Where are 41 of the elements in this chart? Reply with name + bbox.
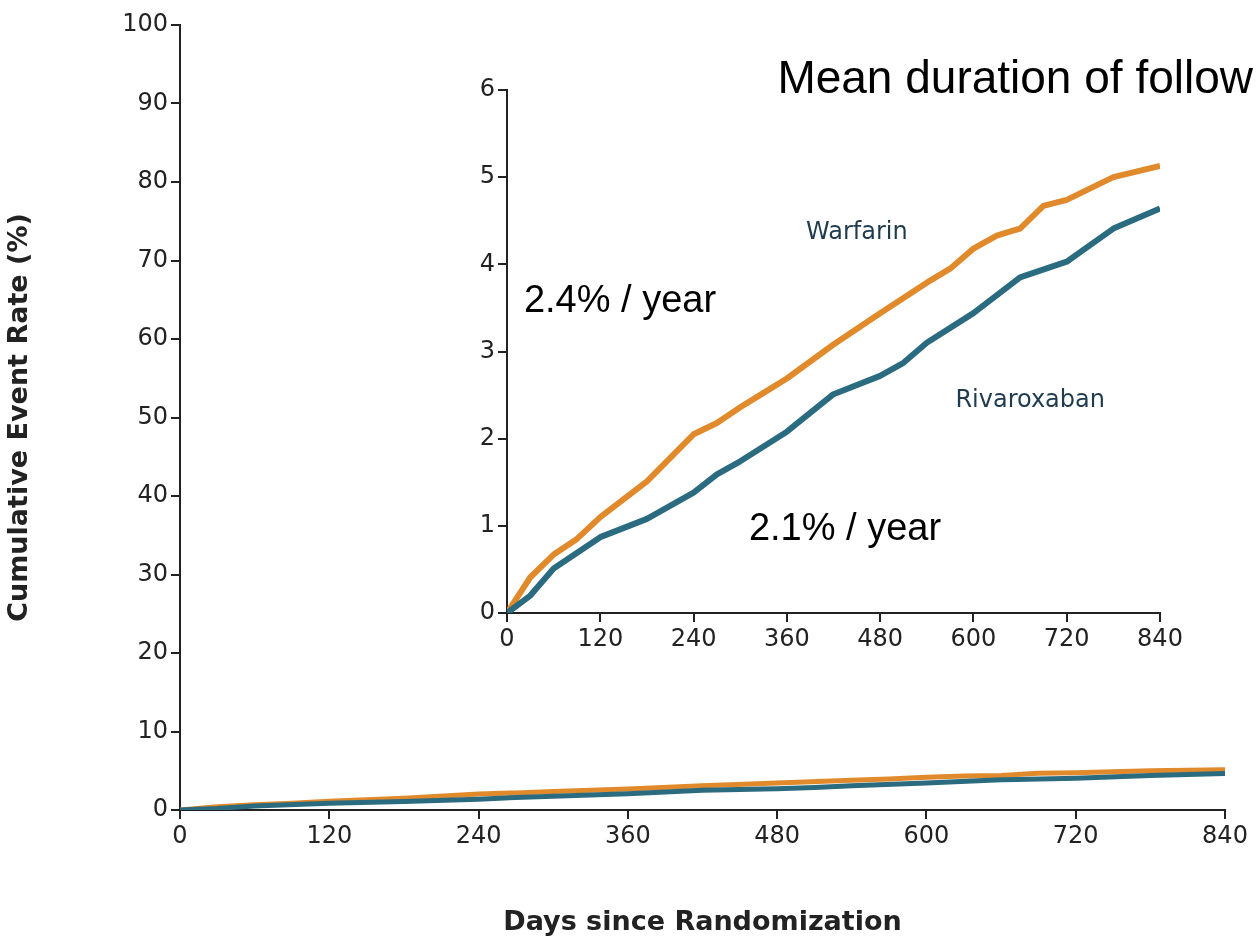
y-tick-label: 3: [479, 335, 495, 364]
x-tick-label: 240: [455, 820, 502, 849]
annotation: 2.4% / year: [523, 278, 717, 321]
x-tick-label: 0: [172, 820, 188, 849]
x-tick-label: 360: [604, 820, 651, 849]
y-tick-label: 60: [137, 323, 168, 352]
y-tick-label: 0: [479, 597, 495, 626]
x-tick-label: 480: [754, 820, 801, 849]
y-tick-label: 6: [479, 74, 495, 103]
x-axis-title: Days since Randomization: [503, 904, 902, 936]
annotation: 2.1% / year: [748, 506, 942, 549]
y-tick-label: 10: [137, 715, 168, 744]
y-tick-label: 2: [479, 422, 495, 451]
y-tick-label: 4: [479, 248, 495, 277]
y-tick-label: 80: [137, 166, 168, 195]
x-tick-label: 720: [1052, 820, 1099, 849]
y-tick-label: 90: [137, 87, 168, 116]
x-tick-label: 600: [950, 623, 997, 652]
annotation: Mean duration of follow: [777, 50, 1254, 103]
y-tick-label: 50: [137, 401, 168, 430]
y-tick-label: 1: [479, 510, 495, 539]
x-tick-label: 360: [763, 623, 810, 652]
x-tick-label: 0: [499, 623, 515, 652]
y-tick-label: 30: [137, 558, 168, 587]
text: Rivaroxaban: [955, 384, 1105, 413]
y-tick-label: 5: [479, 161, 495, 190]
x-tick-label: 840: [1137, 623, 1183, 652]
x-tick-label: 120: [577, 623, 624, 652]
y-tick-label: 70: [137, 244, 168, 273]
x-tick-label: 720: [1043, 623, 1090, 652]
x-tick-label: 480: [857, 623, 904, 652]
x-tick-label: 120: [306, 820, 353, 849]
y-tick-label: 0: [152, 794, 168, 823]
x-tick-label: 840: [1202, 820, 1248, 849]
y-axis-title: Cumulative Event Rate (%): [2, 213, 34, 622]
x-tick-label: 240: [670, 623, 717, 652]
series-label: Warfarin: [805, 217, 908, 246]
y-tick-label: 20: [137, 637, 168, 666]
y-tick-label: 40: [137, 480, 168, 509]
y-tick-label: 100: [122, 9, 168, 38]
x-tick-label: 600: [903, 820, 950, 849]
